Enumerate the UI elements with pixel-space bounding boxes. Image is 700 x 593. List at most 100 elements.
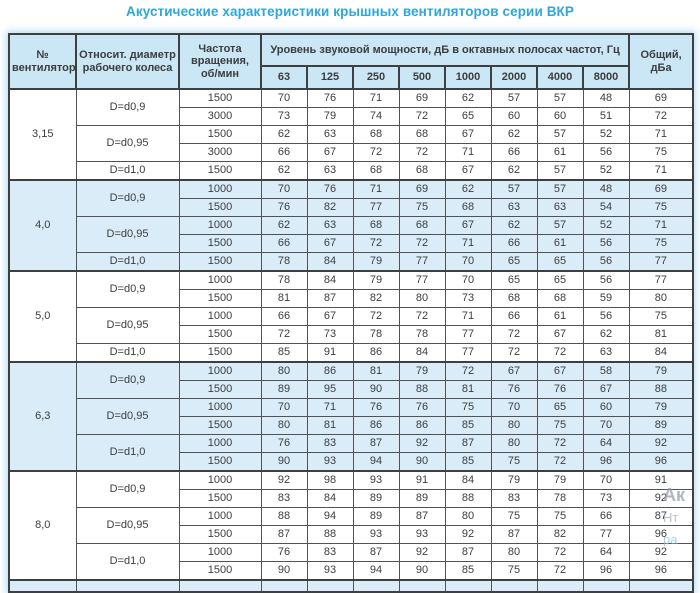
level-cell-500hz: 92 bbox=[398, 543, 446, 562]
total-dba-cell: 77 bbox=[628, 270, 694, 290]
partial-cell bbox=[260, 579, 308, 593]
level-cell-63hz: 76 bbox=[260, 198, 308, 217]
total-dba-cell: 77 bbox=[628, 252, 694, 272]
level-cell-63hz: 66 bbox=[260, 307, 308, 326]
level-cell-125hz: 88 bbox=[306, 525, 354, 544]
header-total-dba: Общий, дБа bbox=[628, 33, 695, 90]
level-cell-500hz: 84 bbox=[398, 343, 446, 363]
total-dba-cell: 80 bbox=[628, 289, 694, 308]
level-cell-4000hz: 72 bbox=[536, 452, 584, 472]
level-cell-4000hz: 68 bbox=[536, 289, 584, 308]
diameter-cell: D=d1,0 bbox=[75, 434, 180, 472]
level-cell-250hz: 90 bbox=[352, 380, 400, 399]
level-cell-8000hz: 70 bbox=[582, 470, 630, 490]
level-cell-2000hz: 66 bbox=[490, 143, 538, 162]
frequency-header-250: 250 bbox=[352, 65, 400, 90]
level-cell-2000hz: 57 bbox=[490, 179, 538, 199]
rpm-cell: 1500 bbox=[178, 525, 262, 544]
data-row: 4,0 D=d0,9 1000 70 76 71 69 62 57 57 48 69 bbox=[8, 179, 694, 272]
level-cell-250hz: 68 bbox=[352, 216, 400, 235]
level-cell-2000hz: 75 bbox=[490, 561, 538, 581]
level-cell-250hz: 72 bbox=[352, 143, 400, 162]
level-cell-2000hz: 70 bbox=[490, 398, 538, 417]
frequency-header-500: 500 bbox=[398, 65, 446, 90]
level-cell-8000hz: 64 bbox=[582, 543, 630, 562]
rpm-cell: 1500 bbox=[178, 88, 262, 108]
level-cell-1000hz: 71 bbox=[444, 307, 492, 326]
data-row: D=d0,95 1000 66 67 72 72 71 66 61 56 75 bbox=[9, 307, 694, 344]
level-cell-4000hz: 82 bbox=[536, 525, 584, 544]
level-cell-500hz: 72 bbox=[398, 107, 446, 126]
total-dba-cell: 75 bbox=[628, 143, 694, 162]
level-cell-8000hz: 52 bbox=[582, 161, 630, 181]
diameter-cell: D=d0,95 bbox=[75, 507, 180, 544]
level-cell-4000hz: 61 bbox=[536, 143, 584, 162]
data-row: D=d1,0 1000 76 83 87 92 87 80 72 64 92 bbox=[9, 434, 694, 472]
rpm-cell: 1500 bbox=[178, 252, 262, 272]
level-cell-8000hz: 67 bbox=[582, 380, 630, 399]
level-cell-2000hz: 80 bbox=[490, 434, 538, 453]
rpm-cell: 1000 bbox=[178, 179, 262, 199]
total-dba-cell: 89 bbox=[628, 416, 694, 435]
level-cell-63hz: 76 bbox=[260, 543, 308, 562]
level-cell-63hz: 62 bbox=[260, 216, 308, 235]
level-cell-4000hz: 67 bbox=[536, 361, 584, 381]
level-cell-250hz: 68 bbox=[352, 161, 400, 181]
level-cell-63hz: 92 bbox=[260, 470, 308, 490]
fan-number-cell: 3,15 bbox=[8, 88, 77, 181]
level-cell-8000hz: 63 bbox=[582, 343, 630, 363]
level-cell-250hz: 77 bbox=[352, 198, 400, 217]
level-cell-500hz: 78 bbox=[398, 325, 446, 344]
level-cell-4000hz: 61 bbox=[536, 307, 584, 326]
level-cell-8000hz: 56 bbox=[582, 143, 630, 162]
level-cell-250hz: 94 bbox=[352, 561, 400, 581]
level-cell-63hz: 78 bbox=[260, 252, 308, 272]
table-body: 3,15 D=d0,9 1500 70 76 71 69 62 57 57 48 69 3000 73 79… bbox=[8, 88, 694, 581]
diameter-cell: D=d1,0 bbox=[75, 343, 180, 363]
level-cell-125hz: 67 bbox=[306, 307, 354, 326]
level-cell-63hz: 62 bbox=[260, 125, 308, 144]
header-sound-power: Уровень звуковой мощности, дБ в октавных… bbox=[259, 33, 631, 67]
level-cell-250hz: 78 bbox=[352, 325, 400, 344]
level-cell-250hz: 79 bbox=[352, 252, 400, 272]
level-cell-1000hz: 73 bbox=[444, 289, 492, 308]
rpm-cell: 3000 bbox=[178, 107, 262, 126]
rpm-cell: 1000 bbox=[178, 543, 262, 562]
level-cell-8000hz: 48 bbox=[582, 88, 630, 108]
level-cell-63hz: 70 bbox=[260, 398, 308, 417]
partial-cell bbox=[306, 579, 354, 593]
level-cell-2000hz: 62 bbox=[490, 161, 538, 181]
level-cell-2000hz: 62 bbox=[490, 125, 538, 144]
level-cell-63hz: 83 bbox=[260, 489, 308, 508]
level-cell-4000hz: 72 bbox=[536, 343, 584, 363]
data-row: D=d1,0 1500 62 63 68 68 67 62 57 52 71 bbox=[9, 161, 694, 181]
partial-cell bbox=[444, 579, 492, 593]
level-cell-1000hz: 81 bbox=[444, 380, 492, 399]
level-cell-1000hz: 77 bbox=[444, 343, 492, 363]
level-cell-63hz: 90 bbox=[260, 452, 308, 472]
level-cell-500hz: 90 bbox=[398, 561, 446, 581]
level-cell-8000hz: 52 bbox=[582, 216, 630, 235]
level-cell-63hz: 80 bbox=[260, 361, 308, 381]
rpm-cell: 1500 bbox=[178, 561, 262, 581]
level-cell-1000hz: 85 bbox=[444, 416, 492, 435]
level-cell-2000hz: 76 bbox=[490, 380, 538, 399]
page: { "title": "Акустические характеристики … bbox=[8, 4, 695, 593]
level-cell-8000hz: 52 bbox=[582, 125, 630, 144]
level-cell-500hz: 89 bbox=[398, 489, 446, 508]
data-row: D=d1,0 1500 85 91 86 84 77 72 72 63 84 bbox=[9, 343, 694, 363]
frequency-header-1000: 1000 bbox=[444, 65, 492, 90]
level-cell-4000hz: 75 bbox=[536, 507, 584, 526]
level-cell-2000hz: 66 bbox=[490, 307, 538, 326]
total-dba-cell: 75 bbox=[628, 234, 694, 253]
level-cell-125hz: 82 bbox=[306, 198, 354, 217]
diameter-cell: D=d0,9 bbox=[75, 179, 180, 217]
header-fan-number: № вентилятора bbox=[8, 33, 77, 90]
rpm-cell: 1000 bbox=[178, 216, 262, 235]
level-cell-4000hz: 60 bbox=[536, 107, 584, 126]
level-cell-125hz: 94 bbox=[306, 507, 354, 526]
level-cell-4000hz: 72 bbox=[536, 543, 584, 562]
level-cell-4000hz: 63 bbox=[536, 198, 584, 217]
level-cell-8000hz: 62 bbox=[582, 325, 630, 344]
rpm-cell: 1500 bbox=[178, 234, 262, 253]
